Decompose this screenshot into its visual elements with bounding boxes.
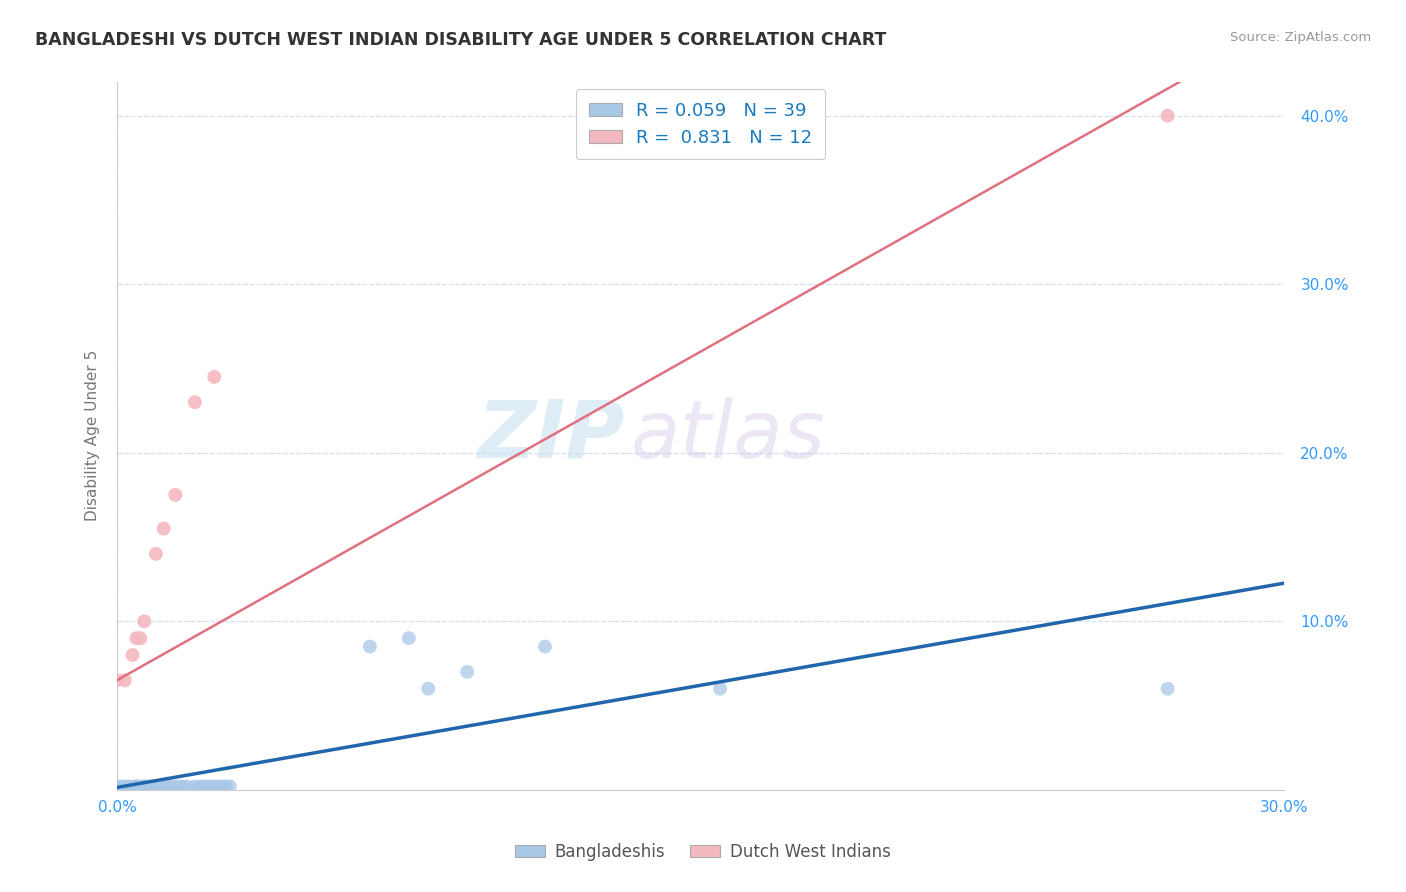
Point — [125, 780, 148, 794]
Point — [149, 780, 172, 794]
Point — [152, 780, 174, 794]
Point — [141, 780, 163, 794]
Point — [121, 780, 143, 794]
Point — [160, 780, 183, 794]
Point — [117, 780, 139, 794]
Point — [134, 780, 156, 794]
Point — [121, 648, 143, 662]
Point — [165, 488, 187, 502]
Point — [176, 780, 198, 794]
Point — [184, 395, 207, 409]
Point — [215, 780, 238, 794]
Text: BANGLADESHI VS DUTCH WEST INDIAN DISABILITY AGE UNDER 5 CORRELATION CHART: BANGLADESHI VS DUTCH WEST INDIAN DISABIL… — [35, 31, 887, 49]
Point — [136, 780, 159, 794]
Point — [105, 673, 128, 688]
Point — [200, 780, 222, 794]
Point — [187, 780, 209, 794]
Point — [191, 780, 214, 794]
Text: ZIP: ZIP — [478, 397, 624, 475]
Point — [152, 522, 174, 536]
Point — [418, 681, 440, 696]
Point — [165, 780, 187, 794]
Point — [114, 780, 136, 794]
Point — [207, 780, 229, 794]
Point — [172, 780, 194, 794]
Point — [167, 780, 190, 794]
Point — [145, 780, 167, 794]
Point — [134, 615, 156, 629]
Point — [125, 780, 148, 794]
Point — [134, 780, 156, 794]
Point — [145, 780, 167, 794]
Point — [145, 547, 167, 561]
Point — [1156, 109, 1178, 123]
Point — [202, 370, 225, 384]
Point — [709, 681, 731, 696]
Point — [218, 780, 240, 794]
Text: Source: ZipAtlas.com: Source: ZipAtlas.com — [1230, 31, 1371, 45]
Legend: R = 0.059   N = 39, R =  0.831   N = 12: R = 0.059 N = 39, R = 0.831 N = 12 — [576, 89, 825, 160]
Point — [456, 665, 478, 679]
Point — [195, 780, 218, 794]
Point — [211, 780, 233, 794]
Legend: Bangladeshis, Dutch West Indians: Bangladeshis, Dutch West Indians — [508, 837, 898, 868]
Y-axis label: Disability Age Under 5: Disability Age Under 5 — [86, 351, 100, 522]
Point — [398, 631, 420, 645]
Point — [202, 780, 225, 794]
Point — [156, 780, 179, 794]
Point — [359, 640, 381, 654]
Point — [534, 640, 557, 654]
Point — [129, 780, 152, 794]
Point — [114, 673, 136, 688]
Text: atlas: atlas — [631, 397, 825, 475]
Point — [110, 780, 132, 794]
Point — [184, 780, 207, 794]
Point — [105, 780, 128, 794]
Point — [125, 631, 148, 645]
Point — [1156, 681, 1178, 696]
Point — [129, 631, 152, 645]
